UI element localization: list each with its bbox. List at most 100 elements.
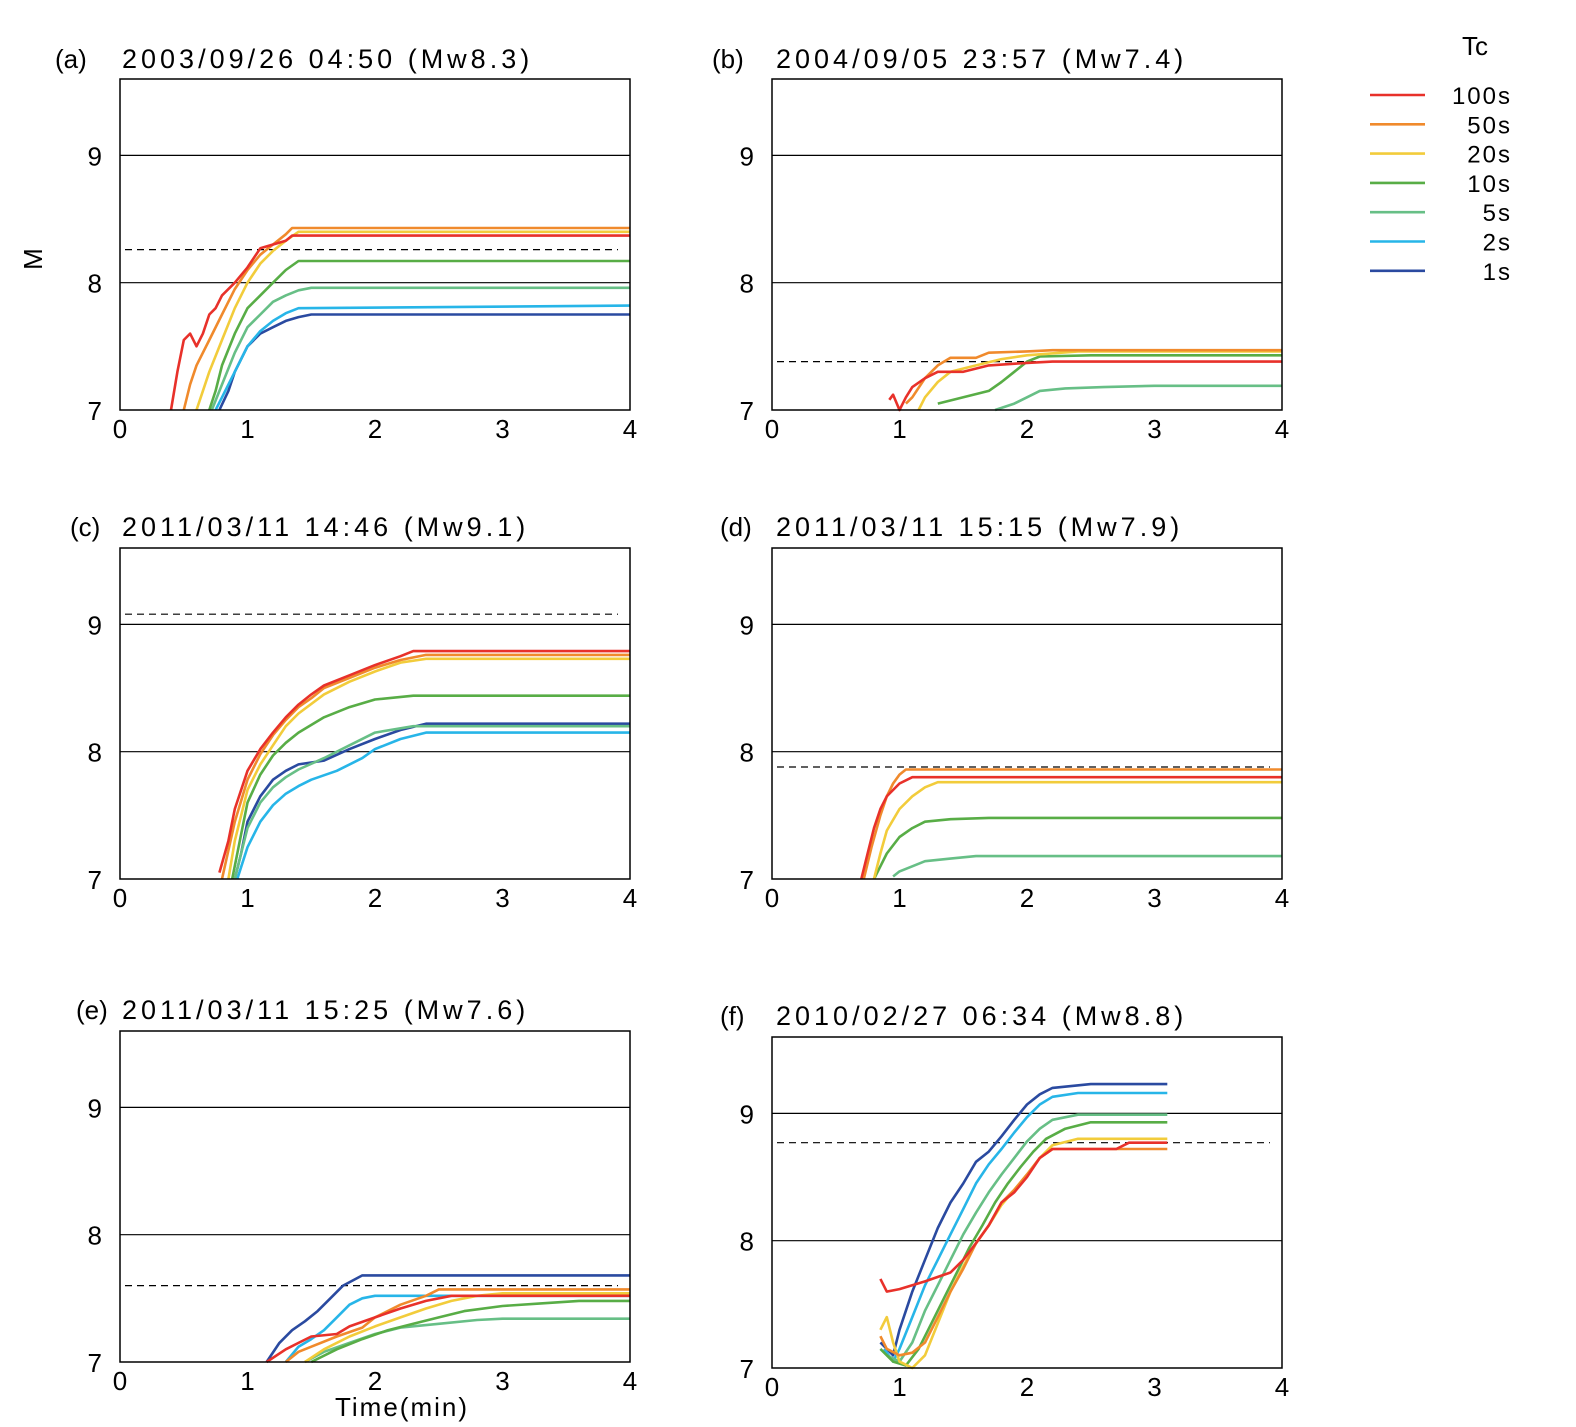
panel-letter: (d) [720,512,752,542]
x-tick-label: 1 [892,414,906,444]
y-tick-label: 8 [88,738,102,768]
series-line-100s [265,1294,630,1364]
plot-frame [771,547,1283,880]
x-tick-label: 2 [368,883,382,913]
x-tick-label: 3 [495,414,509,444]
series-line-2s [236,731,630,880]
panel-title: 2011/03/11 15:15 (Mw7.9) [776,512,1183,542]
series-line-10s [310,1299,630,1364]
panel-title: 2011/03/11 14:46 (Mw9.1) [122,512,529,542]
x-tick-label: 2 [368,1366,382,1396]
series-line-100s [218,649,630,873]
legend-label: 50s [1467,112,1512,139]
panel-title: 2003/09/26 04:50 (Mw8.3) [122,44,533,74]
series-line-5s [233,724,630,880]
y-tick-label: 7 [740,1354,754,1384]
y-tick-label: 8 [740,269,754,299]
series-line-100s [860,775,1282,880]
x-tick-label: 3 [1147,414,1161,444]
legend-label: 5s [1483,200,1512,227]
panel-letter: (e) [76,995,108,1025]
y-tick-label: 9 [740,610,754,640]
panel-letter: (b) [712,44,744,74]
x-tick-label: 4 [1275,414,1289,444]
panel-e: 0 1 2 3 4 7 8 9 (e) 2011/03/11 15:25 (Mw7.6) [76,995,637,1396]
y-axis-label: M [18,246,48,270]
panel-f: 0 1 2 3 4 7 8 9 (f) 2010/02/27 06:34 (Mw8.8) [720,1001,1289,1402]
legend-title: Tc [1462,31,1488,61]
x-tick-label: 0 [113,883,127,913]
panel-d: 0 1 2 3 4 7 8 9 (d) 2011/03/11 15:15 (Mw7.9) [720,512,1289,913]
panel-title: 2010/02/27 06:34 (Mw8.8) [776,1001,1187,1031]
legend-label: 1s [1483,259,1512,286]
panel-b: 0 1 2 3 4 7 8 9 (b) 2004/09/05 23:57 (Mw7.4) [712,44,1289,444]
legend-label: 20s [1467,142,1512,169]
series-line-100s [879,1141,1168,1293]
series-line-50s [862,768,1282,880]
x-tick-label: 1 [892,1372,906,1402]
plot-frame [771,1036,1283,1369]
x-tick-label: 4 [1275,1372,1289,1402]
series-line-20s [872,780,1282,880]
y-tick-label: 8 [88,1221,102,1251]
series-line-1s [879,1082,1168,1357]
x-tick-label: 4 [623,883,637,913]
x-axis-label: Time(min) [335,1392,469,1422]
y-tick-label: 8 [740,1227,754,1257]
y-tick-label: 9 [740,141,754,171]
y-tick-label: 8 [740,738,754,768]
x-tick-label: 2 [368,414,382,444]
series-line-20s [227,657,630,880]
x-tick-label: 0 [765,1372,779,1402]
y-tick-label: 7 [740,865,754,895]
y-tick-label: 7 [88,396,102,426]
x-tick-label: 2 [1020,1372,1034,1402]
series-line-1s [233,722,630,880]
series-line-20s [879,1137,1168,1370]
panel-letter: (f) [720,1001,745,1031]
x-tick-label: 4 [623,1366,637,1396]
y-tick-label: 7 [740,396,754,426]
series-line-2s [883,1091,1168,1363]
panel-a: 0 1 2 3 4 7 8 9 (a) 2003/09/26 04:50 (Mw8.3) [55,44,637,444]
panel-title: 2004/09/05 23:57 (Mw7.4) [776,44,1187,74]
x-tick-label: 3 [1147,1372,1161,1402]
plot-frame [119,1030,631,1363]
series-line-10s [208,259,630,411]
series-line-5s [994,384,1282,412]
x-tick-label: 0 [113,1366,127,1396]
plot-frame [771,78,1283,411]
series-line-5s [886,1113,1168,1363]
x-tick-label: 1 [240,883,254,913]
series-line-5s [892,854,1282,878]
x-tick-label: 2 [1020,414,1034,444]
x-tick-label: 2 [1020,883,1034,913]
series-line-2s [284,1294,630,1363]
series-line-5s [210,286,630,411]
x-tick-label: 4 [1275,883,1289,913]
panel-letter: (a) [55,44,87,74]
x-tick-label: 0 [765,883,779,913]
legend-label: 2s [1483,230,1512,257]
series-line-20s [917,350,1282,411]
series-line-100s [169,234,630,411]
y-tick-label: 7 [88,1348,102,1378]
series-line-10s [879,1121,1168,1367]
series-line-1s [218,313,630,411]
x-tick-label: 0 [113,414,127,444]
x-tick-label: 3 [495,1366,509,1396]
x-tick-label: 0 [765,414,779,444]
series-line-50s [284,1288,630,1364]
panel-letter: (c) [70,512,100,542]
series-line-50s [904,348,1282,405]
series-line-2s [214,304,631,411]
series-line-20s [195,230,630,411]
series-line-10s [937,353,1282,405]
y-tick-label: 9 [88,141,102,171]
panel-title: 2011/03/11 15:25 (Mw7.6) [122,995,529,1025]
series-line-100s [888,360,1282,412]
x-tick-label: 3 [1147,883,1161,913]
x-tick-label: 1 [240,414,254,444]
